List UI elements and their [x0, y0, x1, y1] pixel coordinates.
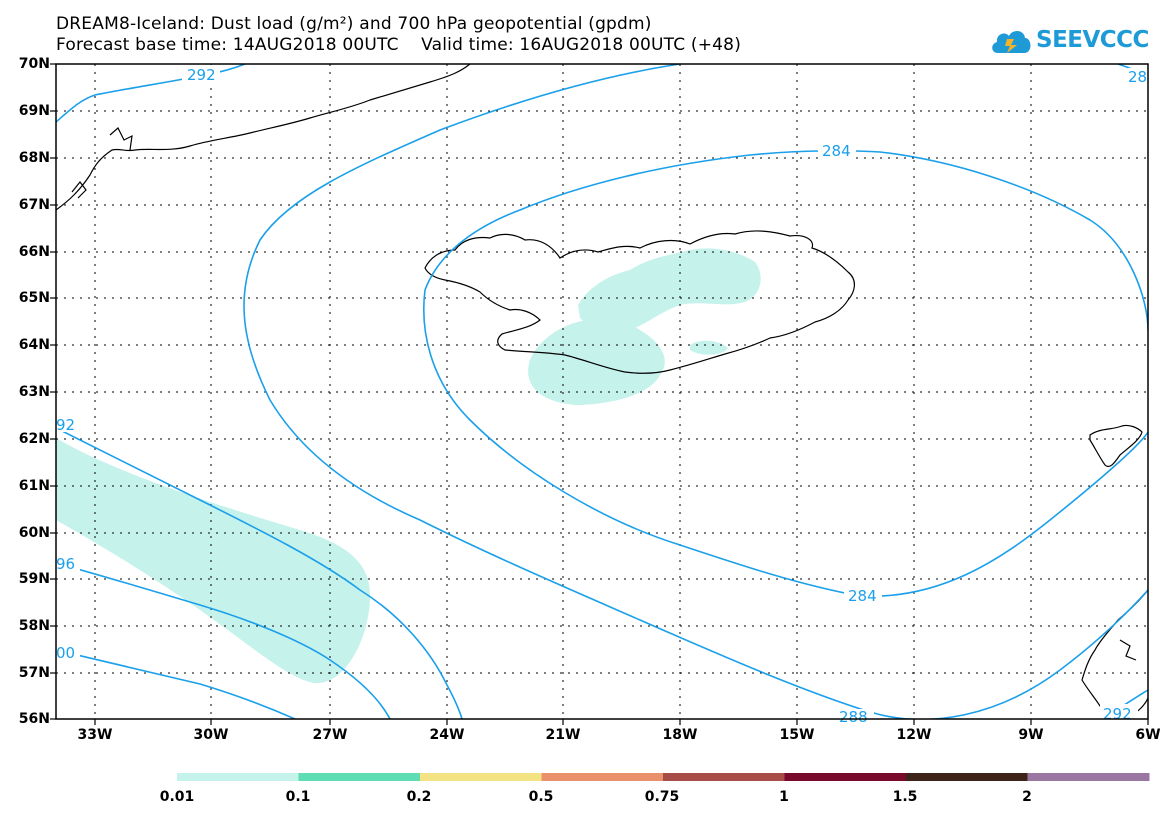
faroe-shetland-coast: [1089, 424, 1143, 468]
lat-label: 58N: [18, 618, 50, 634]
scotland-coast: [1081, 589, 1148, 717]
cloud-logo-icon: [992, 30, 1031, 53]
lon-label: 18W: [662, 727, 698, 743]
lat-label: 62N: [18, 431, 50, 447]
dust-area-iceland-south: [528, 318, 665, 405]
contour-label: 288: [839, 708, 868, 726]
lon-label: 30W: [193, 727, 229, 743]
lat-label: 66N: [18, 244, 50, 260]
colorbar-swatch: [298, 773, 421, 781]
contour-label: 292: [1103, 705, 1132, 723]
contour-label: 96: [56, 555, 75, 573]
lon-label: 12W: [896, 727, 932, 743]
contour-label: 292: [187, 66, 216, 84]
colorbar-swatch: [1027, 773, 1150, 781]
contour-label: 28: [1128, 68, 1147, 86]
lon-label: 33W: [77, 727, 113, 743]
colorbar-swatch: [420, 773, 542, 781]
axis-ticks: [50, 63, 1149, 725]
colorbar: [177, 773, 1150, 781]
colorbar-label: 1: [779, 789, 789, 805]
contour-296-left: [56, 562, 391, 719]
colorbar-swatch: [784, 773, 907, 781]
lon-label: 24W: [429, 727, 465, 743]
graticule: [56, 64, 1148, 719]
contour-label: 284: [822, 142, 851, 160]
map-subtitle: Forecast base time: 14AUG2018 00UTC Vali…: [56, 35, 742, 55]
lon-label: 21W: [545, 727, 581, 743]
lat-label: 67N: [18, 197, 50, 213]
contour-284-outer: [243, 64, 1148, 719]
lat-label: 56N: [18, 711, 50, 727]
contour-label: 00: [56, 644, 75, 662]
map-title: DREAM8-Iceland: Dust load (g/m²) and 700…: [56, 14, 652, 34]
colorbar-label: 0.2: [406, 789, 432, 805]
colorbar-label: 2: [1022, 789, 1032, 805]
dust-area-iceland-south2: [690, 340, 728, 355]
iceland-coast: [424, 230, 855, 374]
colorbar-label: 0.75: [644, 789, 680, 805]
colorbar-swatch: [906, 773, 1028, 781]
contour-284-inner: [423, 149, 1148, 598]
contour-label-group: 292 284 284 288 92 96 00 28 292: [56, 65, 1148, 726]
contour-292-left: [56, 427, 463, 719]
lat-label: 70N: [18, 56, 50, 72]
dust-area-iceland-central: [578, 248, 761, 332]
colorbar-label: 1.5: [892, 789, 918, 805]
colorbar-swatch: [663, 773, 785, 781]
lat-label: 60N: [18, 525, 50, 541]
lon-label: 27W: [312, 727, 348, 743]
colorbar-label: 0.01: [159, 789, 195, 805]
colorbar-swatch: [177, 773, 299, 781]
colorbar-label: 0.5: [528, 789, 554, 805]
contour-label: 284: [848, 587, 877, 605]
seevccc-logo: SEEVCCC: [990, 22, 1149, 58]
lat-label: 63N: [18, 384, 50, 400]
lon-label: 9W: [1018, 727, 1044, 743]
lon-label: 15W: [779, 727, 815, 743]
lat-label: 61N: [18, 478, 50, 494]
contour-300-left: [56, 649, 296, 719]
dust-area-atlantic: [56, 438, 371, 684]
lat-label: 59N: [18, 571, 50, 587]
logo-text: SEEVCCC: [1036, 27, 1149, 53]
greenland-coast: [56, 64, 471, 211]
geopotential-contours: [56, 64, 1148, 719]
contour-label: 92: [56, 416, 75, 434]
lat-label: 57N: [18, 665, 50, 681]
contour-292-top: [56, 64, 246, 123]
lat-label: 65N: [18, 290, 50, 306]
colorbar-label: 0.1: [285, 789, 311, 805]
lat-label: 64N: [18, 337, 50, 353]
lat-label: 69N: [18, 103, 50, 119]
lon-label: 6W: [1135, 727, 1161, 743]
colorbar-swatch: [541, 773, 664, 781]
lat-label: 68N: [18, 150, 50, 166]
